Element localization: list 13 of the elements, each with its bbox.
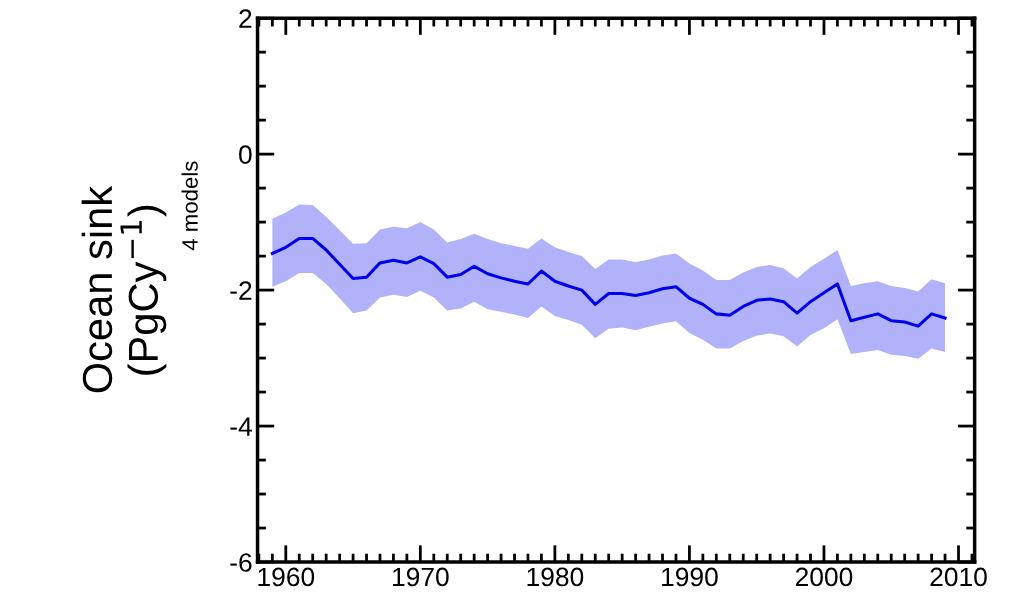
x-tick-label: 1960	[258, 567, 315, 587]
y-axis-title: Ocean sink (PgCy$^{−1}$)	[81, 185, 167, 393]
x-tick-label: 1990	[662, 567, 718, 587]
text: 4 models	[181, 161, 198, 251]
y-tick-label: -6	[230, 553, 252, 572]
y-tick-label: -4	[230, 417, 252, 436]
y-tick-label: 0	[239, 145, 252, 164]
x-tick-label: 1980	[527, 567, 584, 587]
y-tick-label: -2	[230, 281, 252, 300]
x-tick-label: 1970	[393, 567, 449, 587]
x-tick-label: 2010	[930, 567, 987, 587]
y-tick-label: 2	[239, 9, 252, 28]
x-tick-label: 2000	[795, 567, 853, 587]
